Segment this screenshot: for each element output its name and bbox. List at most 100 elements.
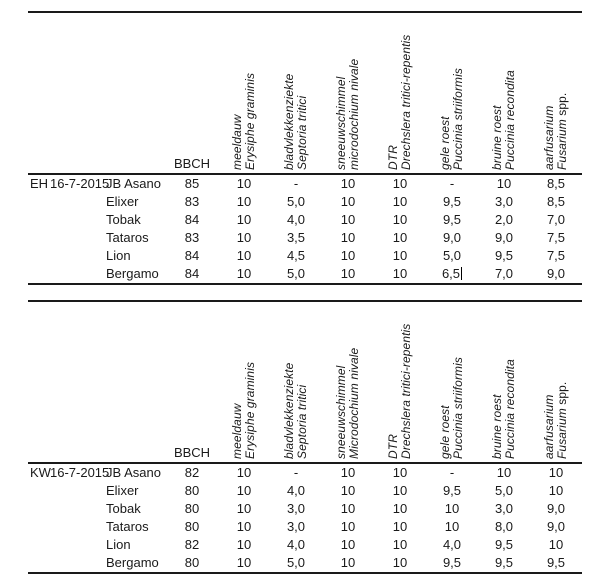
cell-value[interactable]: 8,5 xyxy=(546,176,566,191)
cell-value[interactable]: 5,0 xyxy=(494,483,514,498)
cell-date[interactable]: 16-7-2015 xyxy=(50,465,110,480)
cell-variety[interactable]: Tataros xyxy=(106,519,149,534)
cell-value[interactable]: 6,5 xyxy=(441,266,463,281)
cell-variety[interactable]: Elixer xyxy=(106,194,139,209)
cell-value[interactable]: 10 xyxy=(496,176,512,191)
cell-value[interactable]: 10 xyxy=(548,537,564,552)
cell-value[interactable]: 10 xyxy=(340,212,356,227)
cell-value[interactable]: 4,0 xyxy=(442,537,462,552)
cell-value[interactable]: 10 xyxy=(392,194,408,209)
cell-bbch[interactable]: 82 xyxy=(184,465,200,480)
cell-bbch[interactable]: 82 xyxy=(184,537,200,552)
cell-bbch[interactable]: 84 xyxy=(184,248,200,263)
cell-value[interactable]: 9,5 xyxy=(442,555,462,570)
cell-value[interactable]: 8,5 xyxy=(546,194,566,209)
cell-value[interactable]: 10 xyxy=(496,465,512,480)
cell-variety[interactable]: Elixer xyxy=(106,483,139,498)
cell-value[interactable]: 10 xyxy=(392,230,408,245)
cell-variety[interactable]: Tobak xyxy=(106,501,141,516)
cell-value[interactable]: 9,5 xyxy=(494,248,514,263)
cell-value[interactable]: 10 xyxy=(392,537,408,552)
cell-value[interactable]: 9,5 xyxy=(494,537,514,552)
cell-value[interactable]: 10 xyxy=(340,266,356,281)
cell-value[interactable]: 7,0 xyxy=(546,212,566,227)
cell-value[interactable]: 10 xyxy=(236,465,252,480)
cell-bbch[interactable]: 80 xyxy=(184,555,200,570)
cell-value[interactable]: 9,5 xyxy=(442,194,462,209)
cell-value[interactable]: 9,5 xyxy=(442,483,462,498)
cell-value[interactable]: 9,5 xyxy=(494,555,514,570)
cell-value[interactable]: 2,0 xyxy=(494,212,514,227)
cell-value[interactable]: 10 xyxy=(392,501,408,516)
cell-date[interactable]: 16-7-2015 xyxy=(50,176,110,191)
cell-value[interactable]: 9,0 xyxy=(546,266,566,281)
cell-bbch[interactable]: 85 xyxy=(184,176,200,191)
cell-value[interactable]: 5,0 xyxy=(286,194,306,209)
cell-value[interactable]: 10 xyxy=(340,501,356,516)
cell-site[interactable]: EH xyxy=(30,176,49,191)
cell-value[interactable]: - xyxy=(449,465,455,480)
cell-value[interactable]: 10 xyxy=(392,266,408,281)
cell-value[interactable]: 3,0 xyxy=(286,501,306,516)
cell-value[interactable]: 10 xyxy=(236,501,252,516)
cell-value[interactable]: - xyxy=(293,465,299,480)
cell-value[interactable]: 4,0 xyxy=(286,483,306,498)
cell-value[interactable]: 9,5 xyxy=(442,212,462,227)
cell-value[interactable]: 10 xyxy=(392,555,408,570)
cell-value[interactable]: 10 xyxy=(392,212,408,227)
cell-variety[interactable]: JB Asano xyxy=(106,465,161,480)
cell-bbch[interactable]: 83 xyxy=(184,194,200,209)
cell-value[interactable]: 10 xyxy=(340,555,356,570)
cell-value[interactable]: 4,0 xyxy=(286,537,306,552)
cell-value[interactable]: 10 xyxy=(392,465,408,480)
cell-value[interactable]: 10 xyxy=(392,483,408,498)
cell-value[interactable]: 10 xyxy=(444,519,460,534)
cell-value[interactable]: 10 xyxy=(340,176,356,191)
cell-value[interactable]: 9,0 xyxy=(546,501,566,516)
cell-value[interactable]: 7,0 xyxy=(494,266,514,281)
cell-value[interactable]: 10 xyxy=(236,537,252,552)
cell-bbch[interactable]: 83 xyxy=(184,230,200,245)
cell-value[interactable]: 10 xyxy=(548,483,564,498)
cell-value[interactable]: 3,0 xyxy=(286,519,306,534)
cell-value[interactable]: 3,0 xyxy=(494,501,514,516)
cell-value[interactable]: 10 xyxy=(236,176,252,191)
cell-value[interactable]: 3,5 xyxy=(286,230,306,245)
cell-value[interactable]: 10 xyxy=(236,248,252,263)
cell-variety[interactable]: Tataros xyxy=(106,230,149,245)
cell-value[interactable]: 10 xyxy=(340,248,356,263)
cell-site[interactable]: KW xyxy=(30,465,51,480)
cell-value[interactable]: 10 xyxy=(340,194,356,209)
cell-value[interactable]: 9,5 xyxy=(546,555,566,570)
cell-value[interactable]: 10 xyxy=(392,248,408,263)
cell-variety[interactable]: Lion xyxy=(106,248,131,263)
cell-value[interactable]: 4,0 xyxy=(286,212,306,227)
cell-bbch[interactable]: 84 xyxy=(184,212,200,227)
cell-value[interactable]: 7,5 xyxy=(546,248,566,263)
cell-value[interactable]: 10 xyxy=(236,266,252,281)
cell-value[interactable]: 10 xyxy=(236,194,252,209)
cell-bbch[interactable]: 80 xyxy=(184,519,200,534)
cell-bbch[interactable]: 80 xyxy=(184,483,200,498)
cell-value[interactable]: 10 xyxy=(340,465,356,480)
cell-value[interactable]: 10 xyxy=(340,230,356,245)
cell-value[interactable]: 10 xyxy=(392,176,408,191)
cell-value[interactable]: 10 xyxy=(236,212,252,227)
cell-value[interactable]: 10 xyxy=(340,483,356,498)
cell-bbch[interactable]: 80 xyxy=(184,501,200,516)
cell-variety[interactable]: Bergamo xyxy=(106,555,159,570)
cell-value[interactable]: - xyxy=(293,176,299,191)
cell-value[interactable]: - xyxy=(449,176,455,191)
cell-variety[interactable]: Lion xyxy=(106,537,131,552)
cell-value[interactable]: 10 xyxy=(236,519,252,534)
cell-variety[interactable]: Tobak xyxy=(106,212,141,227)
cell-value[interactable]: 10 xyxy=(236,555,252,570)
cell-value[interactable]: 4,5 xyxy=(286,248,306,263)
cell-value[interactable]: 9,0 xyxy=(546,519,566,534)
cell-value[interactable]: 9,0 xyxy=(442,230,462,245)
cell-value[interactable]: 10 xyxy=(340,519,356,534)
cell-value[interactable]: 10 xyxy=(392,519,408,534)
cell-value[interactable]: 10 xyxy=(236,483,252,498)
cell-value[interactable]: 7,5 xyxy=(546,230,566,245)
cell-value[interactable]: 3,0 xyxy=(494,194,514,209)
